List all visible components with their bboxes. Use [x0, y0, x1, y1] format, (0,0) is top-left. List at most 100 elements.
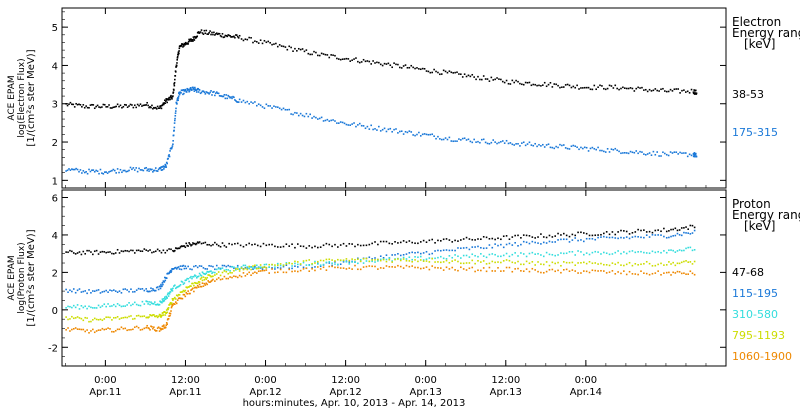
- data-point-175-315: [347, 124, 350, 126]
- data-point-115-195: [173, 267, 175, 270]
- data-point-38-53: [623, 87, 626, 89]
- data-point-38-53: [620, 87, 622, 90]
- data-point-38-53: [82, 104, 85, 106]
- data-point-47-68: [109, 251, 111, 253]
- data-point-38-53: [669, 88, 672, 91]
- data-point-175-315: [693, 154, 695, 157]
- data-point-115-195: [331, 264, 333, 267]
- data-point-795-1193: [235, 268, 237, 270]
- data-point-175-315: [190, 88, 192, 90]
- data-point-175-315: [517, 143, 519, 145]
- data-point-47-68: [80, 253, 83, 256]
- data-point-310-580: [608, 253, 611, 256]
- data-point-795-1193: [568, 261, 571, 264]
- data-point-47-68: [219, 245, 222, 248]
- data-point-115-195: [480, 246, 482, 249]
- data-point-38-53: [515, 79, 517, 82]
- data-point-310-580: [154, 303, 157, 306]
- data-point-38-53: [123, 103, 126, 106]
- data-point-795-1193: [422, 260, 425, 262]
- data-point-795-1193: [565, 261, 568, 264]
- data-point-310-580: [623, 251, 625, 253]
- data-point-175-315: [429, 133, 432, 136]
- data-point-1060-1900: [422, 267, 425, 269]
- data-point-310-580: [480, 253, 482, 255]
- data-point-38-53: [395, 63, 397, 66]
- data-point-47-68: [648, 230, 651, 233]
- data-point-115-195: [419, 252, 422, 255]
- data-point-795-1193: [285, 263, 288, 265]
- data-point-38-53: [242, 39, 245, 42]
- data-point-38-53: [136, 103, 139, 106]
- data-point-310-580: [285, 262, 288, 264]
- data-point-175-315: [176, 99, 179, 102]
- data-point-795-1193: [128, 315, 130, 318]
- data-point-175-315: [278, 107, 281, 110]
- data-point-795-1193: [130, 315, 132, 317]
- data-point-1060-1900: [600, 269, 602, 272]
- y-axis-label: ACE EPAM: [7, 255, 17, 300]
- data-point-115-195: [577, 239, 579, 242]
- data-point-310-580: [445, 258, 448, 260]
- data-point-175-315: [532, 144, 535, 147]
- data-point-47-68: [628, 233, 631, 235]
- data-point-47-68: [288, 245, 291, 247]
- data-point-115-195: [288, 267, 291, 270]
- data-point-115-195: [405, 253, 408, 255]
- data-point-310-580: [545, 251, 548, 254]
- data-point-47-68: [388, 242, 391, 245]
- data-point-1060-1900: [668, 271, 670, 274]
- data-point-310-580: [118, 304, 121, 307]
- data-point-1060-1900: [428, 268, 431, 271]
- data-point-115-195: [471, 246, 474, 248]
- data-point-175-315: [237, 101, 240, 103]
- data-point-47-68: [268, 243, 270, 246]
- data-point-38-53: [175, 64, 178, 67]
- data-point-310-580: [408, 256, 411, 259]
- data-point-795-1193: [693, 260, 696, 263]
- data-point-38-53: [175, 65, 178, 68]
- data-point-115-195: [568, 241, 571, 243]
- data-point-175-315: [549, 146, 552, 149]
- data-point-795-1193: [126, 316, 128, 319]
- data-point-115-195: [445, 249, 448, 251]
- data-point-795-1193: [631, 264, 634, 267]
- data-point-38-53: [399, 66, 401, 69]
- data-point-38-53: [416, 67, 418, 69]
- data-point-310-580: [365, 260, 368, 262]
- data-point-47-68: [228, 242, 230, 245]
- data-point-175-315: [435, 137, 437, 140]
- data-point-310-580: [325, 261, 328, 264]
- data-point-175-315: [667, 154, 670, 157]
- data-point-175-315: [103, 171, 106, 173]
- data-point-47-68: [439, 240, 442, 242]
- data-point-47-68: [514, 234, 516, 237]
- data-point-1060-1900: [325, 269, 328, 271]
- data-point-175-315: [658, 155, 660, 157]
- data-point-310-580: [199, 274, 202, 276]
- data-point-115-195: [214, 268, 216, 271]
- data-point-175-315: [486, 142, 489, 145]
- data-point-47-68: [189, 243, 191, 246]
- data-point-38-53: [121, 106, 123, 109]
- data-point-38-53: [184, 41, 187, 44]
- data-point-310-580: [359, 258, 362, 261]
- data-point-1060-1900: [265, 269, 268, 271]
- data-point-115-195: [672, 235, 674, 237]
- data-point-115-195: [181, 265, 184, 267]
- data-point-310-580: [439, 255, 442, 258]
- data-point-795-1193: [80, 317, 83, 320]
- data-point-38-53: [658, 90, 660, 92]
- data-point-175-315: [226, 97, 229, 100]
- data-point-175-315: [646, 153, 649, 155]
- data-point-795-1193: [214, 274, 216, 276]
- data-point-1060-1900: [207, 280, 209, 282]
- data-point-310-580: [128, 302, 130, 304]
- data-point-310-580: [551, 253, 554, 256]
- data-point-47-68: [164, 251, 167, 254]
- data-point-1060-1900: [244, 275, 247, 277]
- data-point-115-195: [254, 265, 256, 268]
- data-point-310-580: [665, 251, 668, 254]
- data-point-115-195: [174, 266, 177, 269]
- data-point-175-315: [101, 172, 103, 174]
